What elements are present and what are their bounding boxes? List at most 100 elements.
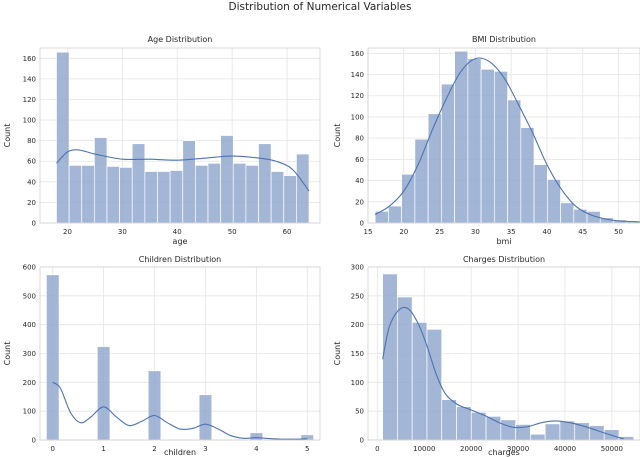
bmi-bar-3 bbox=[414, 138, 429, 224]
charges-chart-title: Charges Distribution bbox=[463, 255, 545, 264]
age-y-tick-label-5: 100 bbox=[23, 117, 36, 125]
children-y-axis-label: Count bbox=[3, 342, 12, 366]
age-x-axis-label: age bbox=[173, 237, 188, 246]
children-x-tick-label-1: 1 bbox=[101, 445, 105, 453]
children-y-tick-label-2: 200 bbox=[23, 379, 36, 387]
charges-x-tick-label-3: 30000 bbox=[507, 445, 529, 453]
charges-distribution-panel: 0 10000 20000 30000 40000 50000 0 50 100 150 200 25… bbox=[333, 255, 640, 457]
figure-title: Distribution of Numerical Variables bbox=[228, 1, 412, 13]
age-bar-8 bbox=[157, 171, 171, 224]
age-x-tick-label-1: 30 bbox=[118, 228, 127, 236]
age-bar-6 bbox=[131, 143, 146, 224]
charges-x-tick-label-4: 40000 bbox=[554, 445, 576, 453]
children-kde-line bbox=[52, 381, 308, 440]
age-x-tick-label-4: 60 bbox=[283, 228, 292, 236]
bmi-y-tick-label-6: 120 bbox=[351, 92, 364, 100]
age-bar-14 bbox=[232, 162, 247, 224]
children-y-tick-label-5: 500 bbox=[23, 292, 36, 300]
age-y-tick-label-6: 120 bbox=[23, 96, 36, 104]
charges-x-tick-label-1: 10000 bbox=[413, 445, 435, 453]
bmi-bar-6 bbox=[454, 50, 469, 224]
children-x-tick-label-0: 0 bbox=[50, 445, 54, 453]
age-chart-title: Age Distribution bbox=[148, 35, 213, 44]
age-bar-0 bbox=[56, 51, 70, 224]
children-bar-0 bbox=[46, 274, 60, 441]
age-bar-5 bbox=[119, 167, 133, 224]
bmi-y-tick-label-4: 80 bbox=[355, 135, 364, 143]
bmi-y-tick-label-7: 140 bbox=[351, 71, 364, 79]
children-plot-frame bbox=[39, 266, 321, 441]
charges-bar-14 bbox=[589, 425, 605, 441]
age-plot-frame bbox=[39, 47, 321, 224]
age-y-tick-label-1: 20 bbox=[27, 199, 36, 207]
bmi-bar-13 bbox=[546, 179, 561, 224]
age-y-tick-label-2: 40 bbox=[27, 178, 36, 186]
age-x-tick-label-0: 20 bbox=[63, 228, 72, 236]
age-bar-17 bbox=[270, 171, 285, 224]
bmi-bar-11 bbox=[520, 127, 535, 224]
charges-y-tick-label-3: 150 bbox=[351, 350, 364, 358]
bmi-distribution-panel: 15 20 25 30 35 40 45 50 0 20 40 60 80 100 120 140 160 BMI… bbox=[333, 35, 640, 246]
children-bar-1 bbox=[96, 346, 111, 441]
bmi-x-tick-label-2: 25 bbox=[435, 228, 444, 236]
children-x-tick-label-3: 3 bbox=[203, 445, 207, 453]
charges-x-axis-label: charges bbox=[488, 448, 520, 457]
age-y-tick-label-3: 60 bbox=[27, 158, 36, 166]
age-bar-2 bbox=[81, 165, 95, 224]
children-x-tick-label-2: 2 bbox=[152, 445, 156, 453]
bmi-chart-title: BMI Distribution bbox=[472, 35, 536, 44]
bmi-x-tick-label-1: 20 bbox=[399, 228, 408, 236]
bmi-y-axis-label: Count bbox=[333, 124, 342, 148]
charges-plot-frame bbox=[367, 266, 640, 441]
charges-bar-1 bbox=[397, 296, 413, 441]
children-distribution-panel: 0 1 2 3 4 5 0 100 200 300 400 500 600 Children Distri… bbox=[3, 255, 321, 457]
bmi-bar-15 bbox=[573, 208, 588, 224]
age-bar-4 bbox=[106, 166, 120, 224]
bmi-bar-12 bbox=[533, 164, 548, 224]
charges-y-tick-label-6: 300 bbox=[351, 264, 364, 272]
bmi-bar-14 bbox=[560, 202, 575, 224]
children-y-tick-label-1: 100 bbox=[23, 408, 36, 416]
bmi-x-tick-label-0: 15 bbox=[364, 228, 373, 236]
charges-x-tick-label-0: 0 bbox=[375, 445, 379, 453]
age-y-tick-label-4: 80 bbox=[27, 137, 36, 145]
bmi-y-tick-label-2: 40 bbox=[355, 177, 364, 185]
age-y-axis-label: Count bbox=[3, 124, 12, 148]
bmi-x-tick-label-5: 40 bbox=[542, 228, 551, 236]
charges-bar-4 bbox=[441, 399, 457, 441]
charges-x-tick-label-5: 50000 bbox=[601, 445, 623, 453]
charges-bar-5 bbox=[456, 406, 472, 441]
age-bar-3 bbox=[94, 137, 108, 224]
charges-bar-0 bbox=[382, 273, 398, 441]
children-bar-4 bbox=[249, 432, 264, 441]
bmi-y-tick-label-5: 100 bbox=[351, 113, 364, 121]
charges-x-tick-label-2: 20000 bbox=[460, 445, 482, 453]
age-bar-10 bbox=[182, 140, 196, 224]
age-distribution-panel: 20 30 40 50 60 0 20 40 60 80 100 120 140 160 Age Distr… bbox=[3, 35, 321, 246]
charges-bar-11 bbox=[544, 423, 561, 441]
age-bar-15 bbox=[245, 165, 259, 224]
bmi-x-tick-label-7: 50 bbox=[614, 228, 623, 236]
charges-kde-line bbox=[382, 306, 624, 440]
age-x-tick-label-3: 50 bbox=[228, 228, 237, 236]
children-y-tick-label-6: 600 bbox=[23, 264, 36, 272]
children-chart-title: Children Distribution bbox=[139, 255, 222, 264]
bmi-bar-7 bbox=[467, 58, 482, 224]
bmi-x-axis-label: bmi bbox=[496, 237, 511, 246]
age-bar-18 bbox=[283, 175, 297, 224]
bmi-bar-8 bbox=[480, 68, 495, 224]
bmi-x-tick-label-4: 35 bbox=[507, 228, 516, 236]
age-bar-12 bbox=[207, 162, 221, 224]
age-bar-7 bbox=[144, 171, 158, 224]
age-bar-1 bbox=[68, 165, 83, 224]
age-bar-9 bbox=[169, 170, 184, 224]
charges-y-tick-label-2: 100 bbox=[351, 379, 364, 387]
charges-bar-3 bbox=[426, 328, 443, 441]
age-bar-16 bbox=[258, 143, 272, 224]
bmi-bar-4 bbox=[427, 113, 442, 224]
age-x-tick-label-2: 40 bbox=[173, 228, 182, 236]
charges-bar-8 bbox=[500, 419, 516, 441]
bmi-y-tick-label-8: 160 bbox=[351, 50, 364, 58]
age-y-tick-label-7: 140 bbox=[23, 75, 36, 83]
age-y-tick-label-8: 160 bbox=[23, 55, 36, 63]
